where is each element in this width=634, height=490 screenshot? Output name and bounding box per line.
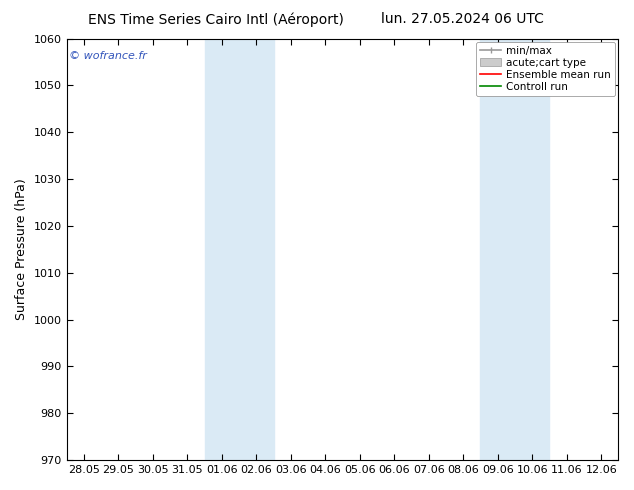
Bar bbox=[481, 39, 550, 460]
Y-axis label: Surface Pressure (hPa): Surface Pressure (hPa) bbox=[15, 178, 28, 320]
Legend: min/max, acute;cart type, Ensemble mean run, Controll run: min/max, acute;cart type, Ensemble mean … bbox=[476, 42, 616, 97]
Text: lun. 27.05.2024 06 UTC: lun. 27.05.2024 06 UTC bbox=[382, 12, 544, 26]
Bar bbox=[205, 39, 273, 460]
Text: © wofrance.fr: © wofrance.fr bbox=[69, 51, 147, 61]
Text: ENS Time Series Cairo Intl (Aéroport): ENS Time Series Cairo Intl (Aéroport) bbox=[87, 12, 344, 27]
